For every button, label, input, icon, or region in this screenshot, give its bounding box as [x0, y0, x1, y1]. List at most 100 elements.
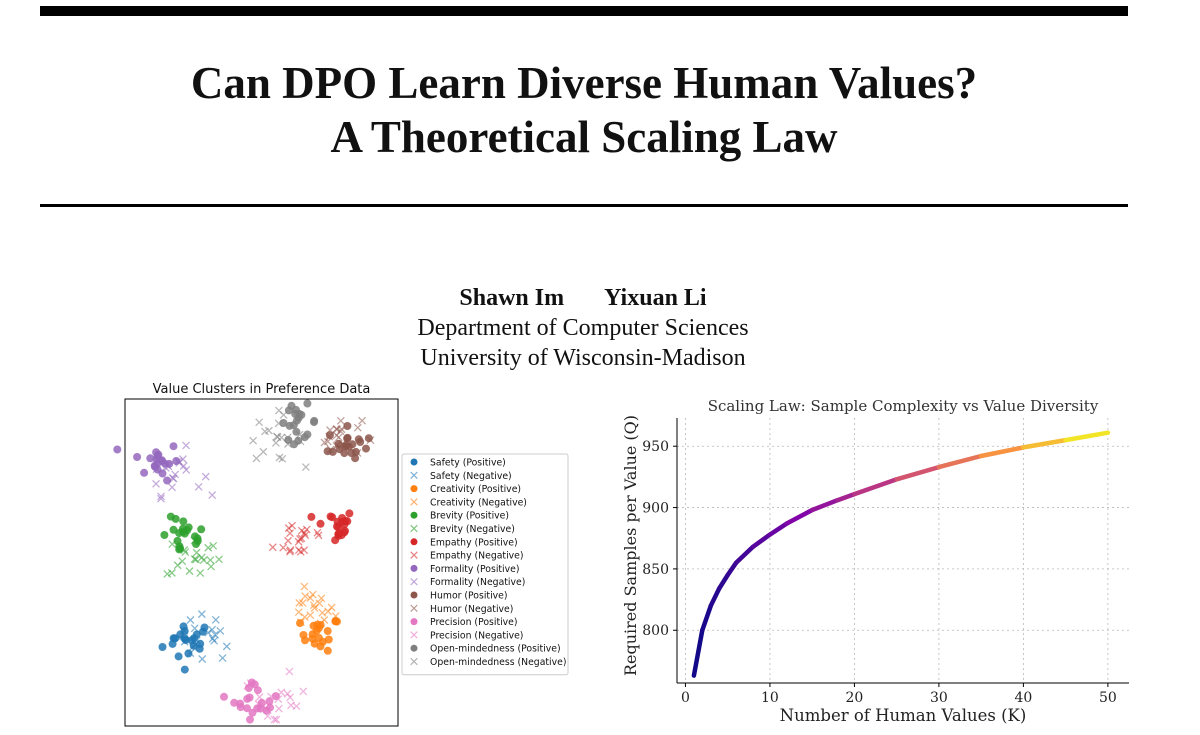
scatter-point [331, 617, 340, 625]
scatter-point [185, 567, 194, 576]
scatter-point [140, 468, 149, 477]
scatter-point [348, 440, 357, 449]
x-tick-label: 50 [1099, 690, 1117, 706]
curve-segment [733, 544, 756, 566]
paper-title: Can DPO Learn Diverse Human Values? A Th… [0, 56, 1168, 164]
scatter-point [353, 423, 362, 432]
scatter-point [307, 512, 316, 521]
legend-marker [410, 551, 418, 559]
scatter-point [270, 715, 279, 724]
university: University of Wisconsin-Madison [420, 345, 746, 371]
chart-title: Scaling Law: Sample Complexity vs Value … [708, 397, 1099, 415]
legend-marker [410, 604, 418, 613]
y-tick-label: 850 [642, 562, 669, 578]
scatter-point [283, 433, 292, 442]
scatter-point [274, 695, 283, 704]
legend-label: Open-mindedness (Positive) [430, 644, 561, 655]
legend-label: Brevity (Negative) [430, 524, 515, 535]
scatter-point [182, 465, 191, 474]
curve-segment [725, 560, 739, 578]
scatter-point [292, 702, 301, 711]
scatter-point [316, 619, 325, 628]
scatter-point [194, 482, 203, 491]
scatter-point [171, 470, 180, 479]
legend-marker [410, 657, 418, 666]
scatter-point [222, 642, 231, 651]
legend-marker [410, 458, 418, 466]
scatter-point [340, 449, 349, 458]
curve-segment [852, 477, 899, 497]
scatter-point [279, 543, 288, 552]
scatter-point [285, 667, 294, 676]
scatter-point [204, 628, 213, 637]
scatter-point [343, 422, 352, 430]
scatter-point [252, 454, 261, 463]
scatter-point [196, 569, 205, 577]
scatter-point [274, 419, 283, 428]
scatter-point [332, 431, 341, 440]
scatter-point [152, 465, 161, 474]
scatter-point [300, 613, 309, 622]
y-tick-label: 950 [642, 439, 669, 455]
scatter-point [310, 416, 319, 425]
legend-label: Empathy (Positive) [430, 537, 518, 548]
department: Department of Computer Sciences [417, 315, 749, 341]
scatter-point [297, 526, 306, 535]
scatter-point [299, 687, 308, 696]
scatter-point [243, 694, 252, 703]
legend-marker [410, 498, 418, 506]
scatter-point [250, 680, 259, 689]
scatter-point [184, 523, 193, 532]
scatter-point [274, 704, 283, 713]
scatter-point [259, 447, 268, 456]
scatter-point [249, 436, 258, 445]
scatter-point [255, 693, 264, 701]
scatter-point [179, 462, 188, 470]
scatter-point [283, 689, 292, 698]
scatter-point [248, 708, 257, 717]
scatter-point [318, 608, 327, 617]
legend-label: Precision (Negative) [430, 630, 523, 641]
scatter-point [279, 410, 288, 419]
scatter-point [192, 630, 201, 639]
curve-segment [809, 497, 840, 513]
scatter-chart: Value Clusters in Preference Data Safety … [113, 382, 569, 727]
scatter-point [208, 625, 217, 634]
scatter-point [263, 712, 272, 720]
scatter-point [285, 421, 294, 430]
scatter-point [190, 536, 199, 545]
scatter-point [180, 626, 189, 635]
scatter-point [215, 555, 223, 564]
scatter-point [198, 655, 207, 663]
scatter-point [169, 474, 178, 483]
scatter-point [313, 528, 322, 537]
scatter-point [206, 556, 215, 564]
legend-marker [410, 618, 418, 626]
scatter-point [288, 521, 297, 530]
scatter-point [268, 543, 277, 552]
scatter-point [204, 543, 213, 552]
scatter-point [309, 621, 318, 630]
legend-label: Formality (Positive) [430, 564, 519, 575]
scatter-point [287, 401, 296, 410]
scatter-point [323, 627, 332, 635]
legend-marker [410, 511, 418, 519]
scatter-point [325, 432, 334, 441]
scatter-point [284, 536, 293, 545]
scatter-point [353, 448, 362, 457]
scatter-point [286, 546, 295, 555]
legend-marker [410, 471, 418, 480]
curve-segment [978, 445, 1026, 459]
scatter-point [146, 454, 155, 463]
scatter-point [323, 646, 332, 655]
x-axis-label: Number of Human Values (K) [780, 706, 1027, 725]
scatter-point [175, 529, 184, 538]
scatter-point [167, 568, 176, 577]
curve-segment [936, 453, 984, 470]
curve-segment [708, 586, 722, 608]
scatter-point [169, 442, 178, 451]
scatter-point [158, 643, 167, 651]
scatter-point [284, 440, 292, 448]
scatter-point [308, 590, 317, 599]
